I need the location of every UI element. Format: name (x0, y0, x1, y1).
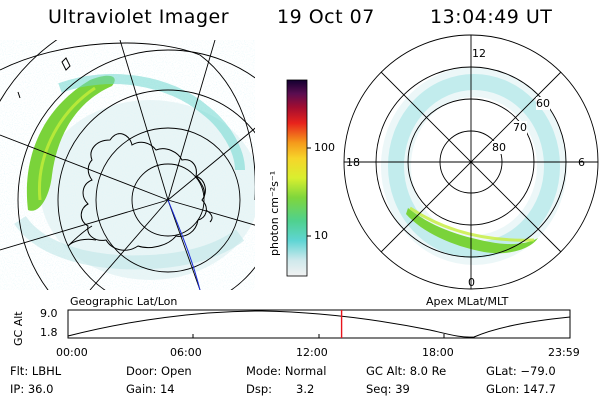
ip-readout: IP: 36.0 (10, 382, 54, 396)
altitude-xtick: 06:00 (170, 346, 202, 359)
glat-readout: GLat: −79.0 (486, 364, 556, 378)
door-readout: Door: Open (126, 364, 192, 378)
coast-fragment (195, 175, 213, 223)
gain-readout: Gain: 14 (126, 382, 175, 396)
aurora-arc-nightside (406, 208, 538, 254)
colorbar-unit-label: photon cm⁻²s⁻¹ (268, 170, 281, 256)
footprint-track (167, 199, 201, 290)
mlt-label-right: 6 (578, 156, 585, 169)
aurora-oval-dim (388, 74, 560, 258)
instrument-title: Ultraviolet Imager (48, 6, 230, 28)
antarctica-coastline (80, 133, 207, 251)
altitude-xtick: 23:59 (548, 346, 580, 359)
colorbar-scale (286, 79, 308, 277)
mlt-label-bottom: 0 (468, 276, 475, 289)
altitude-xticks (67, 334, 571, 338)
altitude-ytick-bottom: 1.8 (40, 326, 58, 339)
altitude-xtick: 00:00 (56, 346, 88, 359)
left-map-label: Geographic Lat/Lon (70, 295, 178, 308)
seq-readout: Seq: 39 (366, 382, 410, 396)
mlt-lines (344, 35, 598, 289)
coast-fragment-top (17, 57, 71, 99)
altitude-ylabel: GC Alt (12, 311, 25, 346)
mlat-label-60: 60 (536, 97, 550, 110)
meridian-lines (0, 40, 255, 290)
latitude-circles (0, 40, 255, 290)
mlt-label-top: 12 (472, 47, 486, 60)
date-label: 19 Oct 07 (277, 6, 375, 28)
peninsula-coastline (67, 225, 97, 247)
altitude-ytick-top: 9.0 (40, 307, 58, 320)
colorbar (286, 79, 311, 277)
aurora-arc-dim-2 (14, 215, 245, 270)
colorbar-tick-100: 100 (314, 141, 335, 154)
aurora-arc-bright-edge (37, 86, 96, 201)
colorbar-tick-10: 10 (314, 229, 328, 242)
gc-alt-readout: GC Alt: 8.0 Re (366, 364, 447, 378)
glon-readout: GLon: 147.7 (486, 382, 556, 396)
aurora-arc-bright (26, 75, 115, 211)
geographic-map (0, 40, 255, 290)
magnetic-polar-map (343, 34, 599, 290)
view-horizon (0, 42, 255, 200)
filter-readout: Flt: LBHL (10, 364, 62, 378)
dsp-value: 3.2 (296, 382, 315, 396)
altitude-plot (67, 309, 571, 339)
time-label: 13:04:49 UT (430, 6, 553, 28)
altitude-xtick: 12:00 (296, 346, 328, 359)
right-map-label: Apex MLat/MLT (426, 295, 509, 308)
mlat-label-70: 70 (513, 121, 527, 134)
dsp-label: Dsp: (246, 382, 273, 396)
mlt-label-left: 18 (346, 156, 360, 169)
altitude-xtick: 18:00 (422, 346, 454, 359)
mode-readout: Mode: Normal (246, 364, 327, 378)
mlat-label-80: 80 (492, 141, 506, 154)
altitude-curve (67, 310, 571, 338)
